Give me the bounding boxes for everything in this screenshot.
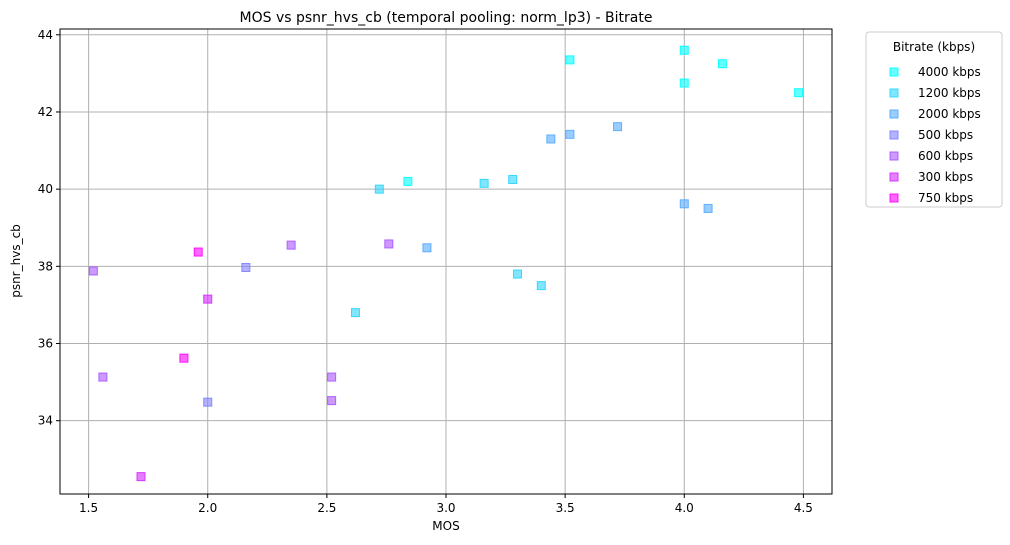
legend-items: 4000 kbps 1200 kbps 2000 kbps 500 kbps 600 k… bbox=[889, 65, 981, 205]
data-point bbox=[679, 45, 689, 55]
data-point bbox=[241, 262, 251, 272]
data-point bbox=[679, 199, 689, 209]
x-tick-label: 3.5 bbox=[556, 501, 575, 515]
data-point bbox=[422, 243, 432, 253]
legend-marker bbox=[889, 151, 899, 161]
series-group bbox=[136, 294, 213, 482]
x-tick-label: 4.5 bbox=[794, 501, 813, 515]
legend-item: 4000 kbps bbox=[889, 65, 981, 79]
data-point bbox=[536, 281, 546, 291]
data-point bbox=[286, 240, 296, 250]
legend-item: 2000 kbps bbox=[889, 107, 981, 121]
x-axis-ticks: 1.5 2.0 2.5 3.0 3.5 4.0 4.5 bbox=[79, 494, 813, 515]
data-point bbox=[479, 178, 489, 188]
y-tick-label: 42 bbox=[38, 105, 53, 119]
data-point bbox=[717, 59, 727, 69]
data-point bbox=[193, 247, 203, 257]
data-point bbox=[327, 372, 337, 382]
legend-marker bbox=[889, 88, 899, 98]
y-tick-label: 44 bbox=[38, 28, 53, 42]
data-point bbox=[384, 239, 394, 249]
legend-marker bbox=[889, 193, 899, 203]
data-point bbox=[350, 308, 360, 318]
legend-label: 750 kbps bbox=[918, 191, 973, 205]
x-tick-label: 2.5 bbox=[317, 501, 336, 515]
legend-label: 2000 kbps bbox=[918, 107, 981, 121]
y-axis-ticks: 34 36 38 40 42 44 bbox=[38, 28, 60, 428]
legend-label: 300 kbps bbox=[918, 170, 973, 184]
legend-marker bbox=[889, 67, 899, 77]
data-point bbox=[508, 174, 518, 184]
legend-title: Bitrate (kbps) bbox=[893, 40, 975, 54]
data-point bbox=[679, 78, 689, 88]
data-points bbox=[88, 45, 804, 482]
legend: Bitrate (kbps) 4000 kbps 1200 kbps 2000 kb… bbox=[865, 31, 1003, 208]
x-tick-label: 3.0 bbox=[436, 501, 455, 515]
y-tick-label: 38 bbox=[38, 259, 53, 273]
legend-marker bbox=[889, 130, 899, 140]
y-tick-label: 36 bbox=[38, 337, 53, 351]
data-point bbox=[136, 472, 146, 482]
data-point bbox=[613, 122, 623, 132]
legend-item: 750 kbps bbox=[889, 191, 973, 205]
x-tick-label: 2.0 bbox=[198, 501, 217, 515]
legend-label: 1200 kbps bbox=[918, 86, 981, 100]
grid bbox=[60, 29, 832, 494]
legend-label: 4000 kbps bbox=[918, 65, 981, 79]
x-axis-label: MOS bbox=[432, 519, 459, 533]
data-point bbox=[203, 294, 213, 304]
legend-label: 600 kbps bbox=[918, 149, 973, 163]
data-point bbox=[546, 134, 556, 144]
series-group bbox=[422, 122, 713, 253]
series-group bbox=[179, 247, 203, 363]
series-group bbox=[350, 174, 546, 318]
y-axis-label: psnr_hvs_cb bbox=[9, 224, 23, 298]
data-point bbox=[374, 184, 384, 194]
data-point bbox=[327, 396, 337, 406]
data-point bbox=[512, 269, 522, 279]
data-point bbox=[565, 129, 575, 139]
legend-marker bbox=[889, 109, 899, 119]
y-tick-label: 34 bbox=[38, 414, 53, 428]
legend-marker bbox=[889, 172, 899, 182]
y-tick-label: 40 bbox=[38, 182, 53, 196]
chart-title: MOS vs psnr_hvs_cb (temporal pooling: no… bbox=[240, 10, 653, 26]
data-point bbox=[794, 88, 804, 98]
x-tick-label: 4.0 bbox=[675, 501, 694, 515]
data-point bbox=[403, 176, 413, 186]
data-point bbox=[98, 372, 108, 382]
legend-item: 600 kbps bbox=[889, 149, 973, 163]
x-tick-label: 1.5 bbox=[79, 501, 98, 515]
legend-label: 500 kbps bbox=[918, 128, 973, 142]
data-point bbox=[203, 397, 213, 407]
data-point bbox=[565, 55, 575, 65]
legend-item: 1200 kbps bbox=[889, 86, 981, 100]
legend-box bbox=[865, 31, 1003, 208]
series-group bbox=[403, 45, 804, 186]
data-point bbox=[88, 266, 98, 276]
data-point bbox=[703, 203, 713, 213]
data-point bbox=[179, 353, 189, 363]
series-group bbox=[88, 239, 394, 406]
series-group bbox=[203, 262, 251, 407]
legend-item: 300 kbps bbox=[889, 170, 973, 184]
legend-item: 500 kbps bbox=[889, 128, 973, 142]
